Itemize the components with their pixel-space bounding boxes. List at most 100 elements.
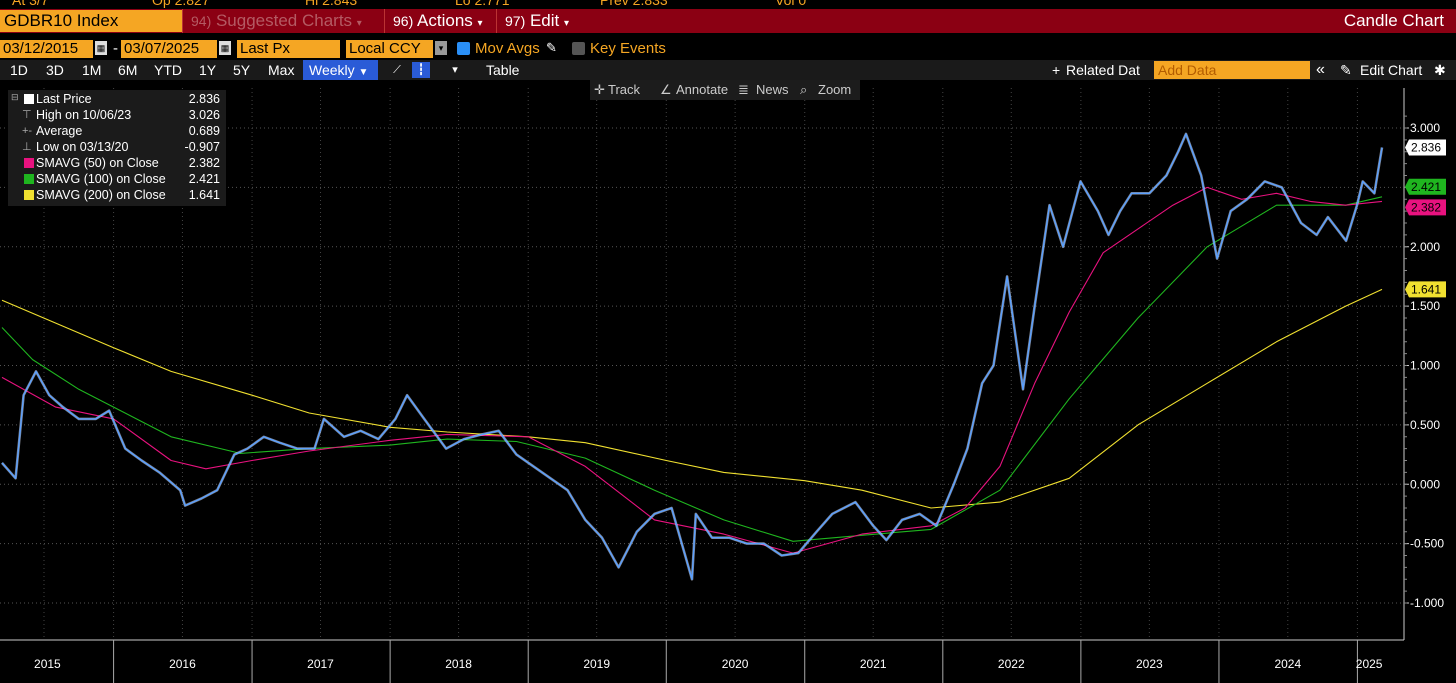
line-chart-icon[interactable]: ⟋ <box>393 64 401 76</box>
legend-value: 3.026 <box>188 108 220 122</box>
legend-label: Low on 03/13/20 <box>36 140 129 154</box>
period-1y[interactable]: 1Y <box>199 62 217 78</box>
current-value-tags: 2.836 2.421 2.382 1.641 <box>1405 139 1446 298</box>
news-button[interactable]: News <box>756 82 789 97</box>
edit-number: 97) <box>505 13 526 29</box>
x-year-label: 2024 <box>1274 657 1301 671</box>
start-date-field[interactable]: 03/12/2015 <box>0 40 93 58</box>
crosshair-icon[interactable]: ✛ <box>594 82 605 97</box>
x-axis: 2015 2016 2017 2018 2019 2020 2021 2022 2023 2024… <box>0 639 1404 683</box>
tag-label-smavg-200: 1.641 <box>1411 282 1441 296</box>
series-smavg-200 <box>1 288 1383 509</box>
x-year-label: 2023 <box>1136 657 1163 671</box>
params-row: 03/12/2015 ▦ - 03/07/2025 ▦ Last Px Loca… <box>0 38 1456 60</box>
legend-value: -0.907 <box>184 140 220 154</box>
news-icon[interactable]: ≣ <box>738 82 749 97</box>
add-data-input[interactable]: Add Data <box>1154 61 1310 79</box>
period-max[interactable]: Max <box>268 62 295 78</box>
series-smavg-100 <box>1 196 1383 542</box>
chart-area[interactable]: 3.0002.5002.0001.5001.0000.5000.000-0.50… <box>0 80 1456 683</box>
chevron-down-icon[interactable]: ▾ <box>452 64 458 76</box>
x-year-label: 2025 <box>1356 657 1383 671</box>
chevron-down-icon: ▾ <box>477 18 483 29</box>
zoom-button[interactable]: Zoom <box>818 82 852 97</box>
related-data-button[interactable]: Related Dat <box>1066 62 1140 78</box>
legend-swatch <box>24 190 34 200</box>
period-5y[interactable]: 5Y <box>233 62 251 78</box>
actions-menu[interactable]: 96) Actions ▾ <box>384 9 496 33</box>
legend-label: High on 10/06/23 <box>36 108 132 122</box>
key-events-checkbox[interactable] <box>572 42 585 55</box>
mov-avgs-label[interactable]: Mov Avgs <box>475 40 540 57</box>
security-field[interactable]: GDBR10 Index <box>0 10 182 32</box>
annotate-icon[interactable]: ∠ <box>660 82 672 97</box>
edit-chart-button[interactable]: Edit Chart <box>1360 62 1423 78</box>
end-date-field[interactable]: 03/07/2025 <box>121 40 217 58</box>
x-year-label: 2016 <box>169 657 196 671</box>
collapse-icon[interactable]: ⊟ <box>11 92 19 102</box>
legend-value: 2.836 <box>188 92 220 106</box>
annotate-button[interactable]: Annotate <box>676 82 729 97</box>
legend-swatch <box>24 158 34 168</box>
edit-menu[interactable]: 97) Edit ▾ <box>496 9 586 33</box>
suggested-charts-menu[interactable]: 94) Suggested Charts ▾ <box>182 9 384 33</box>
tag-smavg-200 <box>1405 281 1446 298</box>
calendar-icon[interactable]: ▦ <box>95 41 107 55</box>
period-6m[interactable]: 6M <box>118 62 138 78</box>
track-button[interactable]: Track <box>608 82 641 97</box>
series-last-price <box>1 133 1383 580</box>
mov-avgs-checkbox[interactable] <box>457 42 470 55</box>
period-ytd[interactable]: YTD <box>154 62 182 78</box>
dropdown-arrow-icon[interactable]: ▾ <box>435 41 447 55</box>
currency-selector[interactable]: Local CCY <box>346 40 433 58</box>
pencil-icon[interactable]: ✎ <box>546 40 557 55</box>
legend-sma50[interactable]: SMAVG (50) on Close 2.382 <box>8 155 226 171</box>
title-bar: GDBR10 Index 94) Suggested Charts ▾ 96) … <box>0 9 1456 33</box>
y-tick-label: 3.000 <box>1410 121 1440 135</box>
period-3d[interactable]: 3D <box>46 62 64 78</box>
period-1m[interactable]: 1M <box>82 62 102 78</box>
field-selector[interactable]: Last Px <box>237 40 340 58</box>
tag-label-smavg-100: 2.421 <box>1411 180 1441 194</box>
legend-label: Last Price <box>36 92 92 106</box>
legend-swatch <box>24 94 34 104</box>
x-year-label: 2015 <box>34 657 61 671</box>
actions-label: Actions <box>417 11 473 30</box>
high-marker-icon: ⊤ <box>22 109 32 121</box>
table-button[interactable]: Table <box>486 62 520 78</box>
x-year-label: 2018 <box>445 657 472 671</box>
double-chevron-left-icon[interactable]: « <box>1316 61 1325 78</box>
date-separator: - <box>113 40 118 57</box>
legend-swatch <box>24 174 34 184</box>
plus-icon[interactable]: + <box>1052 62 1061 78</box>
legend-high[interactable]: ⊤ High on 10/06/23 3.026 <box>8 107 226 123</box>
frequency-selector[interactable]: Weekly ▼ <box>303 60 378 80</box>
gear-icon[interactable]: ✱ <box>1434 62 1446 78</box>
legend-value: 1.641 <box>188 188 220 202</box>
legend-last-price[interactable]: Last Price 2.836 <box>8 91 226 107</box>
chevron-down-icon: ▾ <box>564 18 570 29</box>
legend-average[interactable]: +- Average 0.689 <box>8 123 226 139</box>
period-1d[interactable]: 1D <box>10 62 28 78</box>
legend-sma200[interactable]: SMAVG (200) on Close 1.641 <box>8 187 226 203</box>
key-events-label[interactable]: Key Events <box>590 40 666 57</box>
y-tick-label: 1.500 <box>1410 299 1440 313</box>
suggested-charts-label: Suggested Charts <box>215 11 353 30</box>
legend-label: SMAVG (200) on Close <box>36 188 166 202</box>
zoom-icon[interactable]: ⌕ <box>800 82 808 97</box>
candle-chart-icon[interactable]: ┇ <box>412 62 430 78</box>
legend-value: 2.421 <box>188 172 220 186</box>
ticker-op: Op 2.827 <box>152 0 210 8</box>
legend-value: 2.382 <box>188 156 220 170</box>
series-smavg-50 <box>1 186 1383 554</box>
y-tick-label: 2.000 <box>1410 240 1440 254</box>
ticker-at: At 3/7 <box>12 0 49 8</box>
calendar-icon[interactable]: ▦ <box>219 41 231 55</box>
pencil-icon[interactable]: ✎ <box>1340 62 1352 78</box>
average-marker-icon: +- <box>22 125 33 137</box>
ticker-row: At 3/7 Op 2.827 Hi 2.843 Lo 2.771 Prev 2.833… <box>0 0 1456 8</box>
y-tick-label: -0.500 <box>1410 537 1444 551</box>
legend-low[interactable]: ⊥ Low on 03/13/20 -0.907 <box>8 139 226 155</box>
tag-label-last-price: 2.836 <box>1411 140 1441 154</box>
legend-sma100[interactable]: SMAVG (100) on Close 2.421 <box>8 171 226 187</box>
